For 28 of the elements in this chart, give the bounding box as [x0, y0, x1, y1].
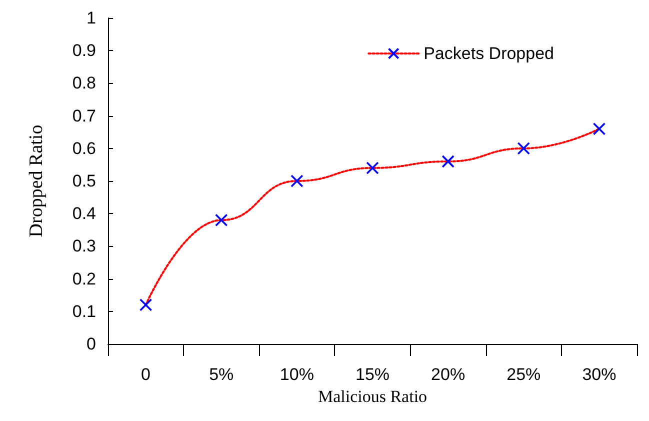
x-tick-label: 10% [280, 365, 314, 384]
x-tick-label: 20% [431, 365, 466, 384]
point [366, 162, 379, 174]
point [592, 122, 606, 136]
x-tick-label: 15% [355, 365, 390, 384]
y-tick-label: 0.3 [72, 236, 96, 256]
y-tick-label: 0 [86, 334, 96, 354]
point [517, 142, 530, 155]
point [290, 174, 304, 188]
y-tick-label: 1 [86, 8, 96, 28]
y-tick-label: 0.2 [72, 269, 96, 288]
point [442, 155, 454, 168]
x-tick-label: 25% [506, 365, 541, 384]
point [214, 214, 228, 227]
y-tick-label: 0.6 [72, 138, 96, 158]
x-tick-label: 30% [582, 365, 616, 384]
y-tick-label: 0.8 [72, 74, 96, 93]
y-axis-title: Dropped Ratio [26, 124, 47, 238]
y-tick-label: 0.5 [72, 172, 96, 190]
y-tick-label: 0.1 [72, 302, 96, 321]
legend-label: Packets Dropped [424, 44, 554, 63]
x-tick-label: 5% [209, 365, 234, 384]
x-tick-label: 0 [141, 365, 151, 384]
x-axis-title: Malicious Ratio [318, 386, 428, 406]
y-tick-label: 0.9 [72, 41, 96, 60]
y-tick-label: 0.4 [72, 204, 96, 224]
y-tick-label: 0.7 [72, 106, 96, 126]
point [139, 298, 152, 312]
